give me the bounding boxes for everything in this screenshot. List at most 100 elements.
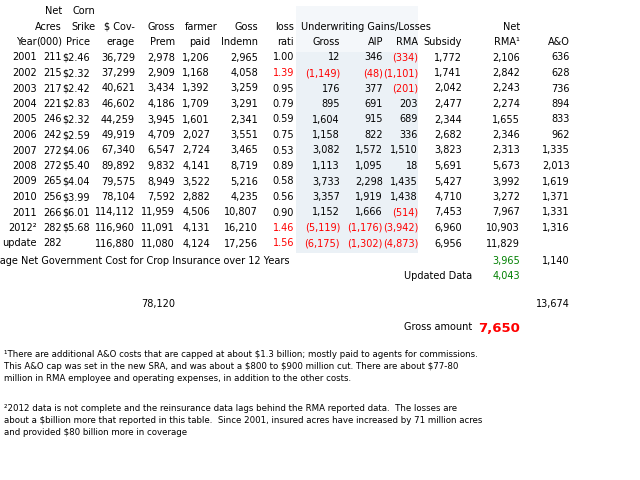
Text: 1,601: 1,601 bbox=[182, 115, 210, 124]
Text: 176: 176 bbox=[321, 84, 340, 94]
Text: Net: Net bbox=[45, 6, 62, 16]
Text: Updated Data: Updated Data bbox=[404, 271, 472, 281]
Text: 282: 282 bbox=[44, 223, 62, 233]
Text: (201): (201) bbox=[392, 84, 418, 94]
Text: 736: 736 bbox=[552, 84, 570, 94]
Text: 1,510: 1,510 bbox=[390, 145, 418, 156]
Text: Prem: Prem bbox=[150, 37, 175, 47]
Text: $2.46: $2.46 bbox=[62, 52, 90, 62]
Text: paid: paid bbox=[189, 37, 210, 47]
Text: 4,709: 4,709 bbox=[147, 130, 175, 140]
Text: 0.75: 0.75 bbox=[273, 130, 294, 140]
Text: 3,259: 3,259 bbox=[230, 84, 258, 94]
Text: 1,435: 1,435 bbox=[390, 177, 418, 187]
Text: 116,960: 116,960 bbox=[95, 223, 135, 233]
Text: 377: 377 bbox=[364, 84, 383, 94]
Text: 3,733: 3,733 bbox=[312, 177, 340, 187]
Text: rati: rati bbox=[277, 37, 294, 47]
Text: 1,113: 1,113 bbox=[312, 161, 340, 171]
Text: 1,152: 1,152 bbox=[312, 207, 340, 217]
Text: 89,892: 89,892 bbox=[101, 161, 135, 171]
Bar bbox=[296, 129, 418, 144]
Text: 2003: 2003 bbox=[12, 84, 37, 94]
Bar bbox=[296, 206, 418, 222]
Text: 691: 691 bbox=[365, 99, 383, 109]
Text: 3,551: 3,551 bbox=[230, 130, 258, 140]
Text: 7,650: 7,650 bbox=[478, 322, 520, 335]
Text: 256: 256 bbox=[44, 192, 62, 202]
Text: $4.06: $4.06 bbox=[63, 145, 90, 156]
Text: 5,673: 5,673 bbox=[492, 161, 520, 171]
Text: 1,206: 1,206 bbox=[182, 52, 210, 62]
Text: $2.59: $2.59 bbox=[62, 130, 90, 140]
Text: 1,140: 1,140 bbox=[542, 255, 570, 265]
Text: 1,709: 1,709 bbox=[182, 99, 210, 109]
Text: (1,149): (1,149) bbox=[305, 68, 340, 78]
Text: 1.56: 1.56 bbox=[273, 239, 294, 249]
Text: 4,710: 4,710 bbox=[435, 192, 462, 202]
Text: 49,919: 49,919 bbox=[101, 130, 135, 140]
Bar bbox=[296, 238, 418, 253]
Text: 2,682: 2,682 bbox=[434, 130, 462, 140]
Text: $6.01: $6.01 bbox=[63, 207, 90, 217]
Bar bbox=[296, 160, 418, 176]
Text: 2,724: 2,724 bbox=[182, 145, 210, 156]
Text: 6,547: 6,547 bbox=[147, 145, 175, 156]
Text: 2,243: 2,243 bbox=[492, 84, 520, 94]
Text: A&O: A&O bbox=[548, 37, 570, 47]
Text: 272: 272 bbox=[44, 161, 62, 171]
Text: 1,335: 1,335 bbox=[542, 145, 570, 156]
Text: 18: 18 bbox=[406, 161, 418, 171]
Text: Gross amount: Gross amount bbox=[404, 322, 472, 332]
Text: 246: 246 bbox=[44, 115, 62, 124]
Text: 4,506: 4,506 bbox=[182, 207, 210, 217]
Text: 3,082: 3,082 bbox=[312, 145, 340, 156]
Text: 4,186: 4,186 bbox=[147, 99, 175, 109]
Text: 689: 689 bbox=[399, 115, 418, 124]
Text: 2009: 2009 bbox=[12, 177, 37, 187]
Text: 2010: 2010 bbox=[12, 192, 37, 202]
Text: (3,942): (3,942) bbox=[383, 223, 418, 233]
Text: 1,655: 1,655 bbox=[492, 115, 520, 124]
Text: (1,176): (1,176) bbox=[348, 223, 383, 233]
Text: (514): (514) bbox=[392, 207, 418, 217]
Text: 0.59: 0.59 bbox=[273, 115, 294, 124]
Text: 2012²: 2012² bbox=[8, 223, 37, 233]
Text: 1,666: 1,666 bbox=[355, 207, 383, 217]
Text: 1,371: 1,371 bbox=[542, 192, 570, 202]
Text: 1,438: 1,438 bbox=[390, 192, 418, 202]
Text: 962: 962 bbox=[552, 130, 570, 140]
Text: 7,967: 7,967 bbox=[492, 207, 520, 217]
Text: 0.95: 0.95 bbox=[273, 84, 294, 94]
Text: 1,604: 1,604 bbox=[312, 115, 340, 124]
Text: 1,919: 1,919 bbox=[355, 192, 383, 202]
Text: (000): (000) bbox=[36, 37, 62, 47]
Text: ¹There are additional A&O costs that are capped at about $1.3 billion; mostly pa: ¹There are additional A&O costs that are… bbox=[4, 350, 477, 383]
Bar bbox=[296, 98, 418, 113]
Bar bbox=[296, 144, 418, 160]
Text: 0.79: 0.79 bbox=[273, 99, 294, 109]
Text: 0.89: 0.89 bbox=[273, 161, 294, 171]
Text: 894: 894 bbox=[552, 99, 570, 109]
Text: $5.68: $5.68 bbox=[62, 223, 90, 233]
Text: 6,956: 6,956 bbox=[435, 239, 462, 249]
Text: 1,158: 1,158 bbox=[312, 130, 340, 140]
Text: 2,344: 2,344 bbox=[435, 115, 462, 124]
Text: 0.90: 0.90 bbox=[273, 207, 294, 217]
Text: 2,274: 2,274 bbox=[492, 99, 520, 109]
Text: 2,106: 2,106 bbox=[492, 52, 520, 62]
Text: 44,259: 44,259 bbox=[101, 115, 135, 124]
Text: 2,027: 2,027 bbox=[182, 130, 210, 140]
Text: 1,392: 1,392 bbox=[182, 84, 210, 94]
Text: 1.46: 1.46 bbox=[273, 223, 294, 233]
Text: 628: 628 bbox=[552, 68, 570, 78]
Text: RMA: RMA bbox=[396, 37, 418, 47]
Text: 203: 203 bbox=[399, 99, 418, 109]
Bar bbox=[296, 113, 418, 129]
Text: 272: 272 bbox=[44, 145, 62, 156]
Text: 895: 895 bbox=[321, 99, 340, 109]
Text: 1,741: 1,741 bbox=[435, 68, 462, 78]
Text: 282: 282 bbox=[44, 239, 62, 249]
Text: 36,729: 36,729 bbox=[101, 52, 135, 62]
Text: 6,960: 6,960 bbox=[435, 223, 462, 233]
